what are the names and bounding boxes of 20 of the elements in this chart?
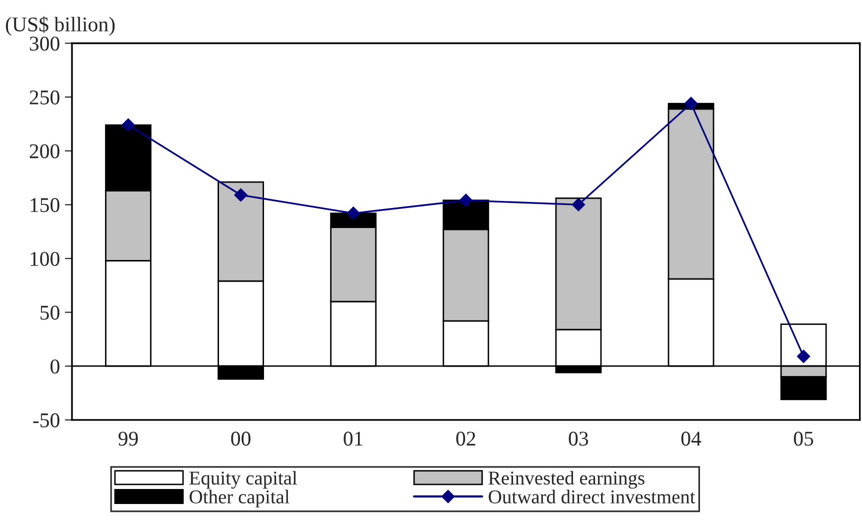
y-tick-label: 300 — [30, 36, 60, 51]
y-tick-label: 0 — [50, 359, 60, 374]
x-tick-label: 00 — [231, 432, 250, 446]
x-tick-label: 04 — [681, 432, 702, 446]
y-tick-label: 100 — [30, 252, 60, 266]
x-tick-label: 01 — [344, 432, 363, 446]
x-tick-label: 99 — [118, 432, 138, 446]
legend-label: Reinvested earnings — [488, 470, 644, 489]
x-tick-label: 03 — [568, 432, 588, 446]
y-tick-label: 150 — [30, 198, 60, 212]
y-tick-label: 250 — [30, 90, 60, 104]
y-axis-title: (US$ billion) — [6, 16, 115, 36]
legend-label: Equity capital — [189, 470, 298, 489]
legend-label: Outward direct investment — [488, 490, 696, 504]
legend-label: Other capital — [190, 490, 290, 508]
y-tick-label: -50 — [33, 413, 60, 428]
y-tick-label: 200 — [30, 144, 60, 158]
y-tick-label: 50 — [40, 306, 60, 320]
x-tick-label: 05 — [794, 432, 814, 446]
x-tick-label: 02 — [456, 432, 476, 446]
